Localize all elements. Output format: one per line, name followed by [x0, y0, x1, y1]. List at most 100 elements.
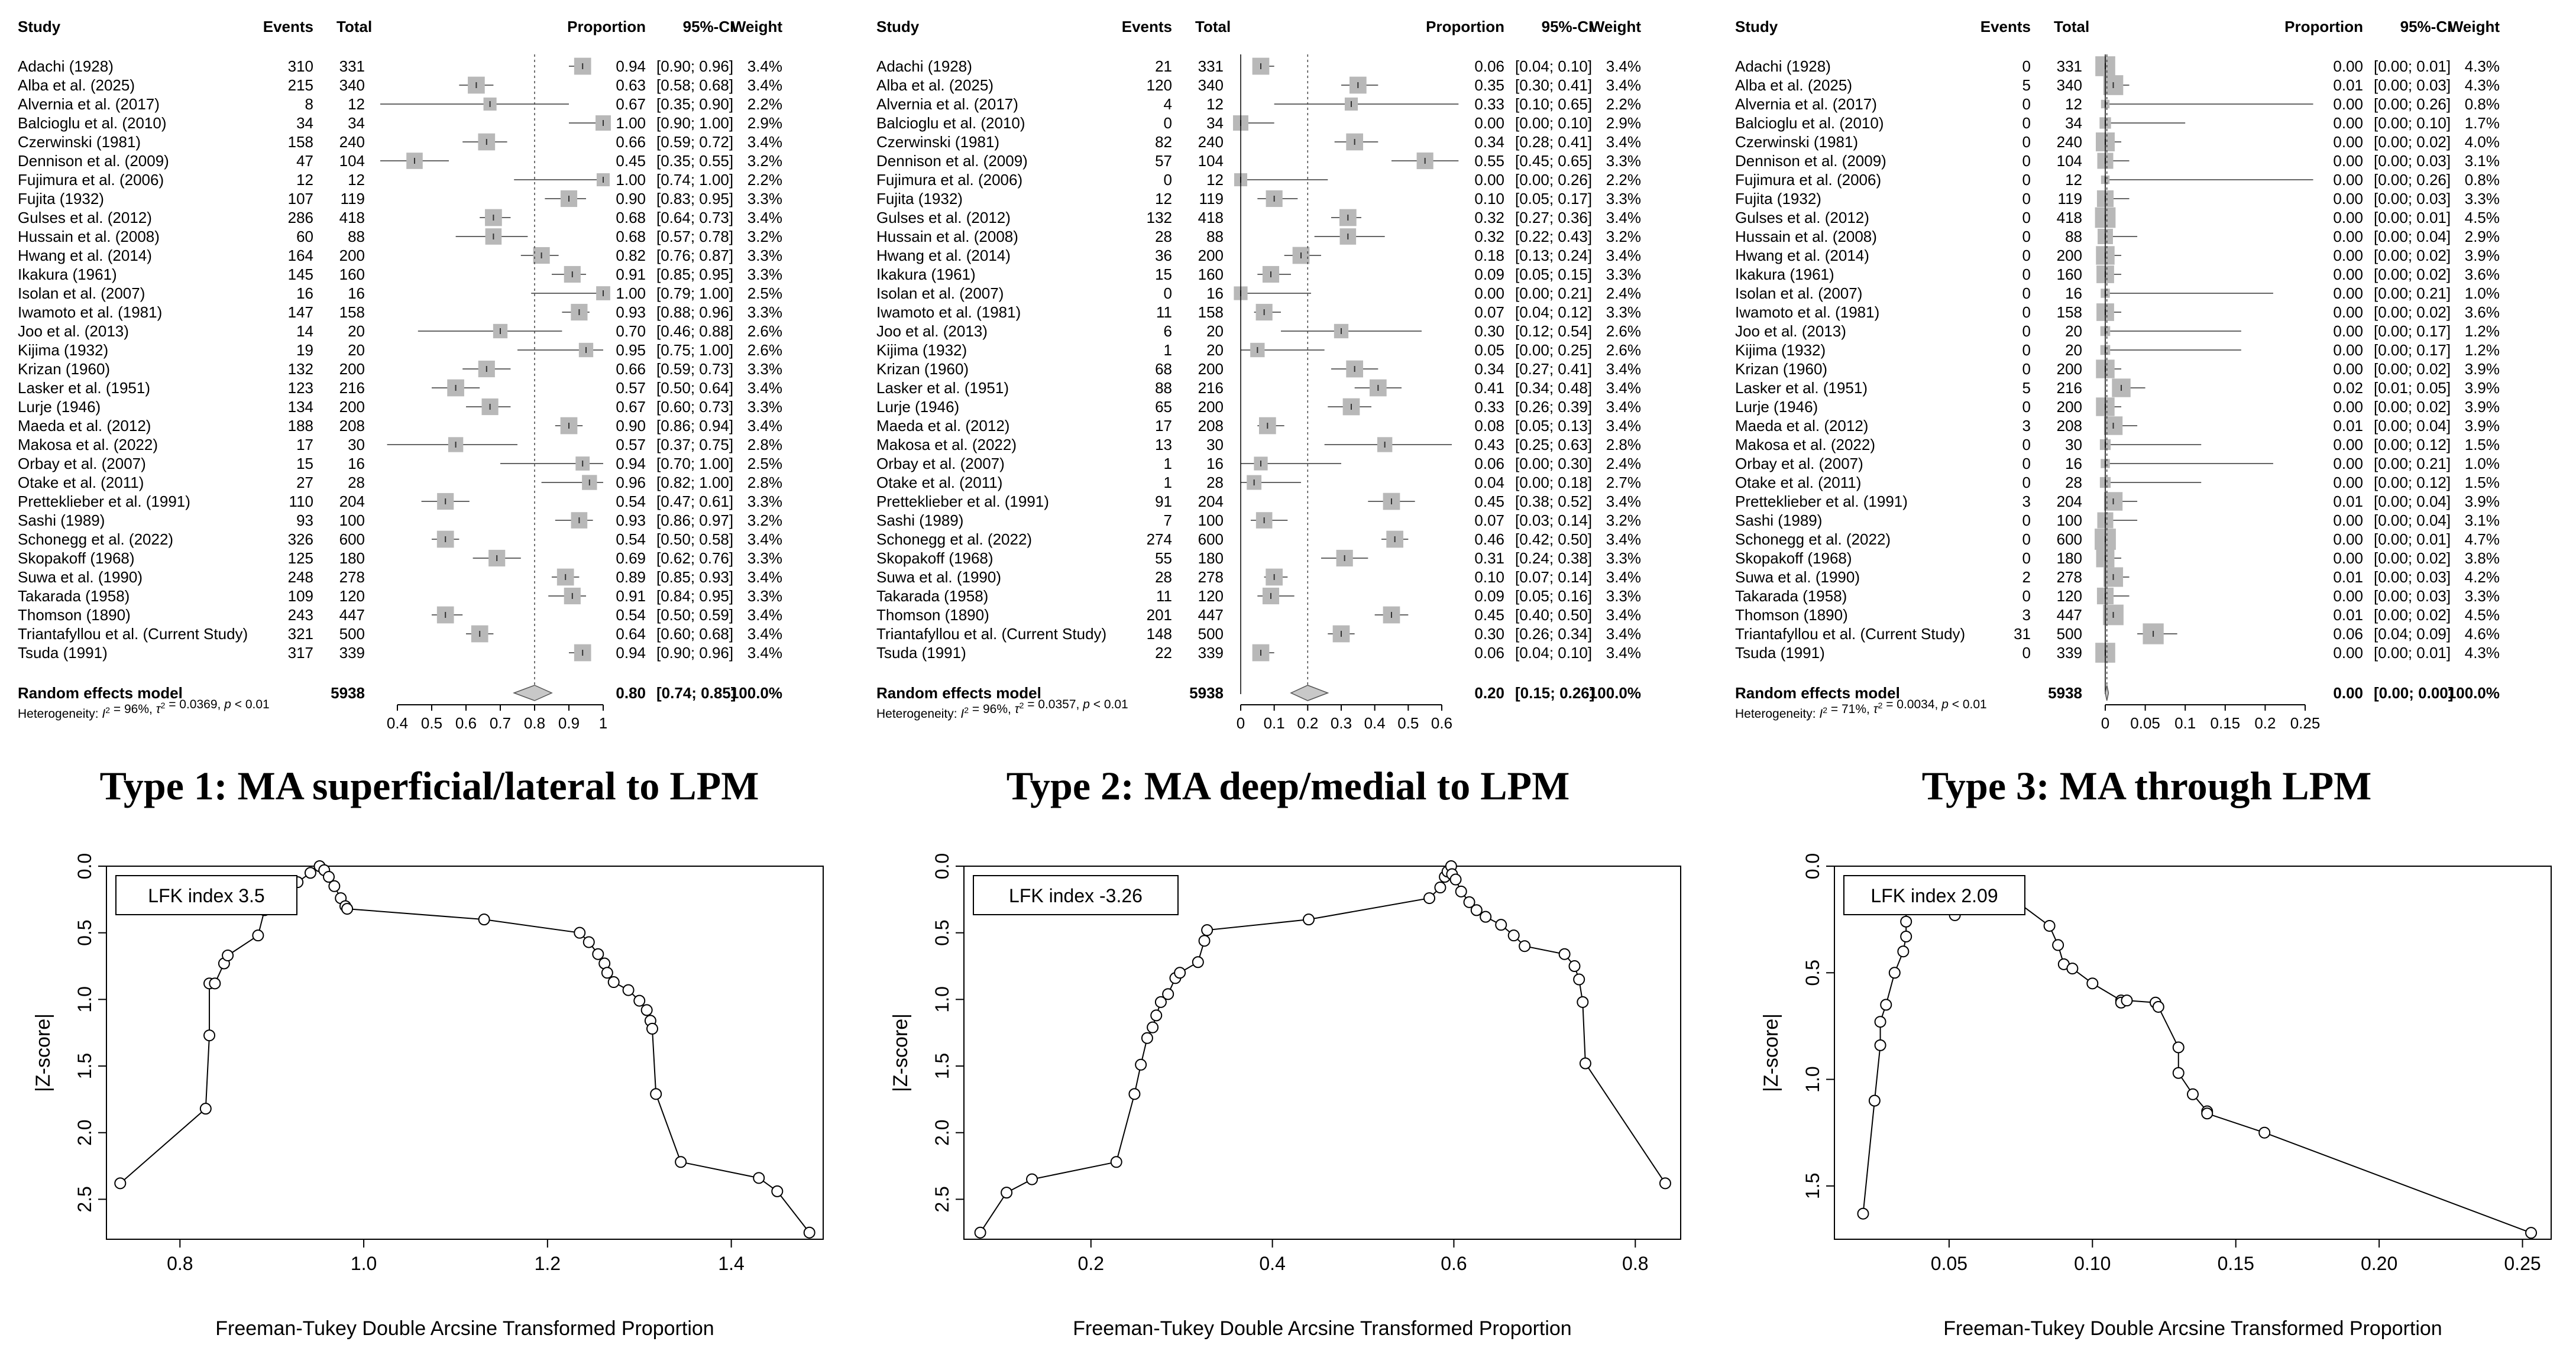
data-point	[601, 967, 613, 979]
weight-value: 2.8%	[747, 436, 782, 453]
ci-value: [0.05; 0.13]	[1515, 417, 1592, 435]
weight-value: 3.3%	[1606, 303, 1641, 321]
heterogeneity-text: Heterogeneity: I2 = 96%, τ2 = 0.0357, p …	[876, 698, 1128, 721]
total-value: 331	[1198, 57, 1224, 75]
total-value: 331	[2057, 57, 2082, 75]
weight-value: 3.1%	[2465, 152, 2500, 170]
data-point	[328, 880, 341, 892]
weight-value: 3.4%	[1606, 379, 1641, 397]
ci-value: [0.00; 0.26]	[2374, 171, 2451, 189]
ci-value: [0.00; 0.02]	[2374, 265, 2451, 283]
data-point	[1857, 1207, 1869, 1220]
header-events: Events	[263, 18, 313, 35]
weight-value: 3.2%	[747, 152, 782, 170]
events-value: 6	[1164, 322, 1172, 340]
proportion-value: 0.90	[616, 417, 646, 435]
proportion-value: 0.01	[2333, 493, 2363, 510]
weight-value: 2.5%	[747, 455, 782, 472]
x-tick-label: 0	[2101, 714, 2109, 732]
study-label: Lurje (1946)	[18, 398, 101, 416]
events-value: 12	[1155, 190, 1172, 208]
study-label: Lurje (1946)	[1735, 398, 1818, 416]
study-label: Balcioglu et al. (2010)	[1735, 114, 1884, 132]
total-value: 28	[2065, 474, 2082, 491]
weight-value: 2.2%	[747, 95, 782, 113]
total-value: 418	[339, 209, 365, 226]
total-value: 158	[1198, 303, 1224, 321]
proportion-value: 0.10	[1474, 190, 1504, 208]
study-label: Gulses et al. (2012)	[18, 209, 152, 226]
total-value: 34	[2065, 114, 2082, 132]
pooled-weight: 100.0%	[2448, 684, 2500, 702]
pooled-weight: 100.0%	[1589, 684, 1641, 702]
proportion-value: 0.06	[1474, 57, 1504, 75]
ci-value: [0.00; 0.01]	[2374, 209, 2451, 226]
ci-value: [0.50; 0.64]	[656, 379, 733, 397]
ci-value: [0.04; 0.10]	[1515, 57, 1592, 75]
events-value: 243	[288, 606, 313, 624]
data-point	[582, 936, 595, 948]
weight-value: 3.4%	[747, 568, 782, 586]
proportion-value: 0.91	[616, 265, 646, 283]
weight-value: 3.9%	[2465, 360, 2500, 378]
proportion-value: 0.01	[2333, 417, 2363, 435]
proportion-value: 0.00	[2333, 114, 2363, 132]
pooled-ci: [0.00; 0.00]	[2374, 684, 2453, 702]
events-value: 13	[1155, 436, 1172, 453]
pooled-ci: [0.74; 0.85]	[656, 684, 736, 702]
lfk-index-box	[973, 875, 1179, 915]
proportion-value: 0.00	[2333, 95, 2363, 113]
y-tick-label: 1.0	[74, 986, 95, 1012]
proportion-value: 0.00	[2333, 322, 2363, 340]
heterogeneity-text: Heterogeneity: I2 = 71%, τ2 = 0.0034, p …	[1735, 698, 1987, 721]
study-label: Schonegg et al. (2022)	[18, 530, 173, 548]
proportion-value: 0.00	[2333, 436, 2363, 453]
study-label: Thomson (1890)	[1735, 606, 1848, 624]
pooled-diamond	[513, 685, 553, 701]
events-value: 0	[2022, 95, 2031, 113]
proportion-value: 0.91	[616, 587, 646, 605]
data-point	[1001, 1187, 1013, 1199]
ci-value: [0.00; 0.10]	[2374, 114, 2451, 132]
ci-value: [0.00; 0.02]	[2374, 133, 2451, 151]
events-value: 28	[1155, 568, 1172, 586]
plot-frame	[106, 866, 824, 1240]
x-tick-label: 0.8	[167, 1253, 193, 1274]
total-value: 278	[339, 568, 365, 586]
y-tick-label: 0.5	[74, 919, 95, 945]
events-value: 134	[288, 398, 313, 416]
events-value: 17	[1155, 417, 1172, 435]
weight-value: 4.2%	[2465, 568, 2500, 586]
data-point	[1110, 1156, 1122, 1168]
events-value: 0	[2022, 341, 2031, 359]
ci-value: [0.85; 0.95]	[656, 265, 733, 283]
ci-value: [0.62; 0.76]	[656, 549, 733, 567]
study-label: Maeda et al. (2012)	[18, 417, 151, 435]
events-value: 15	[1155, 265, 1172, 283]
proportion-value: 0.00	[2333, 265, 2363, 283]
data-point	[1150, 1009, 1163, 1022]
total-value: 158	[2057, 303, 2082, 321]
x-tick-label: 0.6	[1441, 1253, 1467, 1274]
x-tick-label: 1.4	[718, 1253, 744, 1274]
data-point	[1577, 996, 1589, 1008]
data-point	[1135, 1058, 1147, 1071]
events-value: 0	[2022, 398, 2031, 416]
total-value: 12	[2065, 171, 2082, 189]
total-value: 160	[1198, 265, 1224, 283]
header-weight: Weight	[1590, 18, 1642, 35]
events-value: 3	[2022, 493, 2031, 510]
proportion-value: 0.05	[1474, 341, 1504, 359]
events-value: 310	[288, 57, 313, 75]
proportion-value: 0.69	[616, 549, 646, 567]
ci-value: [0.90; 0.96]	[656, 644, 733, 662]
study-label: Adachi (1928)	[18, 57, 114, 75]
events-value: 0	[2022, 360, 2031, 378]
total-value: 120	[2057, 587, 2082, 605]
events-value: 317	[288, 644, 313, 662]
events-value: 0	[2022, 322, 2031, 340]
total-value: 240	[1198, 133, 1224, 151]
weight-value: 2.8%	[1606, 436, 1641, 453]
total-value: 30	[348, 436, 365, 453]
